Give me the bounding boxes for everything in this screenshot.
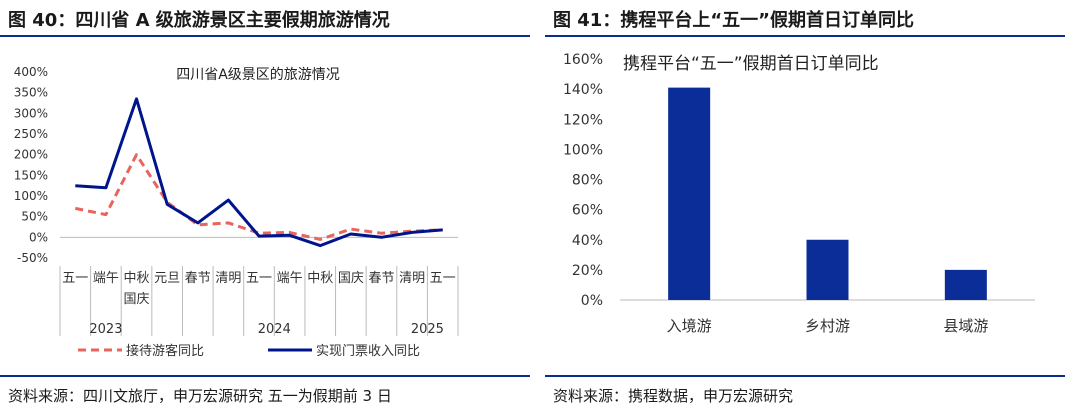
x-tick-label: 元旦: [154, 271, 180, 286]
right-figure-panel: 图 41：携程平台上“五一”假期首日订单同比 携程平台“五一”假期首日订单同比 1…: [545, 0, 1065, 414]
x-tick-label: 五一: [430, 271, 456, 286]
year-label: 2024: [258, 322, 291, 337]
y-tick-label: 0%: [29, 230, 48, 244]
x-tick-label: 清明: [399, 271, 425, 286]
y-tick-label: 100%: [14, 189, 48, 203]
y-tick-label: 20%: [572, 263, 603, 279]
legend-label-ticket-revenue: 实现门票收入同比: [316, 344, 420, 359]
y-tick-label: 200%: [14, 148, 48, 162]
left-source-note: 资料来源：四川文旅厅，申万宏源研究 五一为假期前 3 日: [8, 387, 392, 405]
y-tick-label: 140%: [563, 82, 603, 98]
x-tick-label: 端午: [93, 271, 119, 286]
year-label: 2023: [89, 322, 122, 337]
y-tick-label: 50%: [21, 210, 48, 224]
y-tick-label: 350%: [14, 86, 48, 100]
y-tick-label: 250%: [14, 127, 48, 141]
x-tick-label: 春节: [368, 271, 394, 286]
left-figure-panel: 图 40：四川省 A 级旅游景区主要假期旅游情况 四川省A级景区的旅游情况 400…: [0, 0, 530, 414]
legend-label-visitors: 接待游客同比: [126, 343, 204, 359]
series-line-ticket-revenue: [75, 97, 443, 248]
y-tick-label: 0%: [581, 293, 603, 309]
right-source-note: 资料来源：携程数据，申万宏源研究: [553, 387, 794, 405]
x-tick-label: 县域游: [943, 317, 988, 335]
right-top-rule: [545, 35, 1065, 37]
left-bottom-rule: [0, 375, 530, 377]
x-tick-label: 中秋: [307, 271, 333, 286]
y-tick-label: -50%: [17, 251, 48, 265]
line-chart: 四川省A级景区的旅游情况 400% 350% 300% 250% 200% 150% 100%…: [14, 65, 459, 359]
y-tick-label: 120%: [563, 112, 603, 128]
x-tick-label: 入境游: [667, 317, 712, 335]
bar: [806, 239, 849, 300]
x-tick-label: 清明: [215, 271, 241, 286]
bar-chart-title: 携程平台“五一”假期首日订单同比: [623, 54, 879, 74]
bar-chart: 携程平台“五一”假期首日订单同比 160% 140% 120% 100% 80% 60% 40…: [563, 52, 1035, 335]
y-tick-label: 150%: [14, 168, 48, 182]
y-tick-label: 80%: [572, 173, 603, 189]
x-tick-label: 五一: [246, 271, 272, 286]
bar: [944, 269, 987, 300]
right-figure-title: 图 41：携程平台上“五一”假期首日订单同比: [553, 10, 914, 31]
y-tick-label: 300%: [14, 106, 48, 120]
right-bottom-rule: [545, 375, 1065, 377]
x-tick-label: 端午: [277, 271, 303, 286]
y-tick-label: 160%: [563, 52, 603, 68]
x-tick-label: 春节: [185, 271, 211, 286]
bar: [668, 87, 711, 301]
left-top-rule: [0, 35, 530, 37]
x-tick-label: 国庆: [124, 292, 150, 307]
y-tick-label: 60%: [572, 203, 603, 219]
y-tick-label: 400%: [14, 65, 48, 79]
year-label: 2025: [411, 322, 444, 337]
x-tick-label: 五一: [62, 271, 88, 286]
left-figure-title: 图 40：四川省 A 级旅游景区主要假期旅游情况: [8, 10, 390, 31]
x-tick-label: 中秋: [124, 271, 150, 286]
y-tick-label: 40%: [572, 233, 603, 249]
x-tick-label: 国庆: [338, 271, 364, 286]
y-tick-label: 100%: [563, 142, 603, 158]
x-tick-label: 乡村游: [805, 317, 850, 335]
line-chart-title: 四川省A级景区的旅游情况: [176, 67, 340, 83]
series-line-visitors: [75, 153, 443, 241]
